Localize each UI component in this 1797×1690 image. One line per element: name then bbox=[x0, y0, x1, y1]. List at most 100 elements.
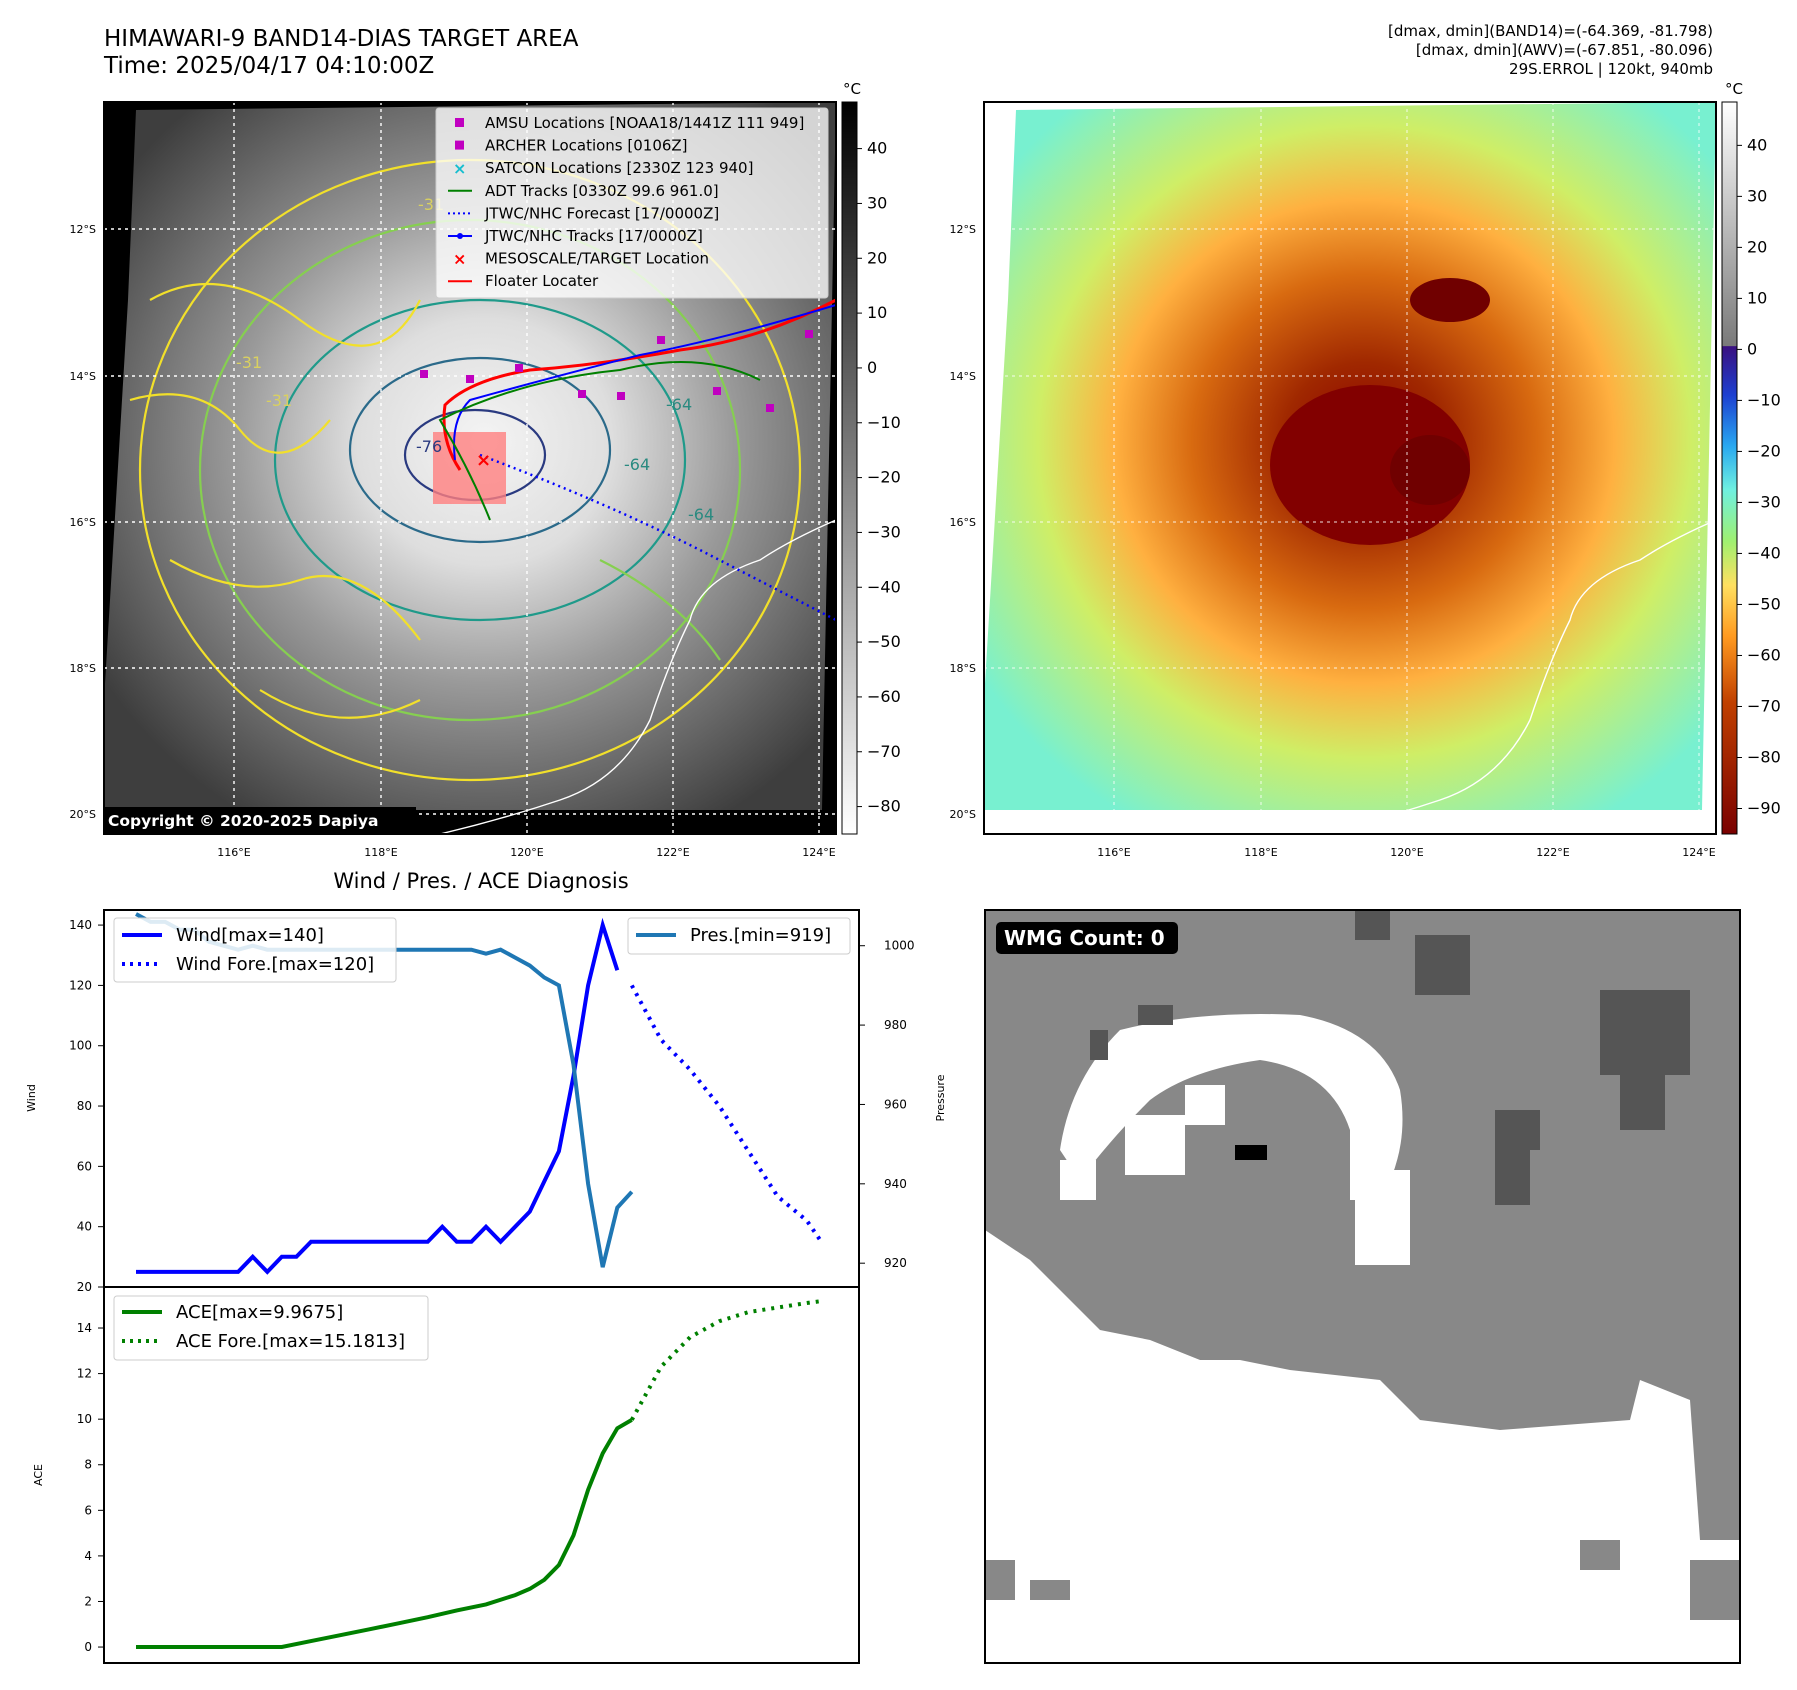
legend-ace: ACE[max=9.9675] bbox=[176, 1302, 343, 1323]
awv-range: [dmax, dmin](AWV)=(-67.851, -80.096) bbox=[1415, 41, 1713, 59]
legend-marker-square bbox=[455, 118, 464, 127]
svg-text:20°S: 20°S bbox=[950, 808, 976, 821]
svg-text:122°E: 122°E bbox=[1536, 846, 1569, 859]
ace-axis-tick-label: 0 bbox=[84, 1640, 92, 1654]
title-line-2: Time: 2025/04/17 04:10:00Z bbox=[104, 53, 435, 79]
svg-text:14°S: 14°S bbox=[70, 370, 96, 383]
pressure-axis-tick-label: 960 bbox=[884, 1097, 907, 1111]
wind-axis-tick-label: 60 bbox=[77, 1159, 92, 1173]
storm-stats: [dmax, dmin](BAND14)=(-64.369, -81.798) … bbox=[1388, 22, 1713, 79]
ace-axis-tick-label: 6 bbox=[84, 1503, 92, 1517]
color-colorbar: °C 40 30 20 10 0 −10 −20 −30 −40 −50 −60 −70 −80 −90 bbox=[1721, 80, 1781, 835]
svg-text:16°S: 16°S bbox=[70, 516, 96, 529]
color-colorbar-tick-label: −50 bbox=[1747, 594, 1781, 613]
wmg-panel: WMG Count: 0 bbox=[984, 909, 1741, 1664]
svg-text:18°S: 18°S bbox=[70, 662, 96, 675]
wind-axis-tick-label: 100 bbox=[69, 1039, 92, 1053]
pressure-axis-tick-label: 920 bbox=[884, 1256, 907, 1270]
color-colorbar-tick-label: −90 bbox=[1747, 798, 1781, 817]
wind-axis-tick-label: 40 bbox=[77, 1220, 92, 1234]
pressure-axis-tick-label: 1000 bbox=[884, 939, 915, 953]
color-colorbar-tick-label: −10 bbox=[1747, 390, 1781, 409]
color-colorbar-tick-label: 10 bbox=[1747, 288, 1767, 307]
color-colorbar-tick-label: −80 bbox=[1747, 747, 1781, 766]
band14-range: [dmax, dmin](BAND14)=(-64.369, -81.798) bbox=[1388, 22, 1713, 40]
contour-labels: -31 -31 -31 -64 -64 -64 -76 bbox=[236, 195, 714, 524]
wmg-count-badge bbox=[996, 922, 1178, 954]
svg-text:120°E: 120°E bbox=[510, 846, 543, 859]
target-box bbox=[433, 432, 506, 504]
ace-axis-tick-label: 14 bbox=[77, 1321, 92, 1335]
gray-colorbar-tick-label: 20 bbox=[867, 248, 887, 267]
legend-label: ADT Tracks [0330Z 99.6 961.0] bbox=[485, 182, 719, 200]
legend-wind: Wind[max=140] bbox=[176, 925, 324, 946]
gray-colorbar: °C 40 30 20 10 0 −10 −20 −30 −40 −50 −60 −70 −80 bbox=[841, 80, 901, 835]
svg-text:124°E: 124°E bbox=[802, 846, 835, 859]
ace-series-line bbox=[136, 1418, 633, 1649]
svg-text:12°S: 12°S bbox=[950, 223, 976, 236]
wind-ylabel: Wind bbox=[25, 1084, 38, 1112]
svg-text:-64: -64 bbox=[688, 505, 714, 524]
legend-label: JTWC/NHC Tracks [17/0000Z] bbox=[484, 227, 703, 245]
wind-axis-tick-label: 80 bbox=[77, 1099, 92, 1113]
svg-text:122°E: 122°E bbox=[656, 846, 689, 859]
legend-wind-forecast: Wind Fore.[max=120] bbox=[176, 954, 374, 975]
wind-series-line bbox=[136, 917, 620, 1275]
legend-label: AMSU Locations [NOAA18/1441Z 111 949] bbox=[485, 114, 804, 132]
svg-text:12°S: 12°S bbox=[70, 223, 96, 236]
legend-label: JTWC/NHC Forecast [17/0000Z] bbox=[484, 204, 719, 222]
copyright-box bbox=[104, 807, 416, 833]
svg-text:-76: -76 bbox=[416, 437, 442, 456]
wind-axis-tick-label: 140 bbox=[69, 918, 92, 932]
title-line-1: HIMAWARI-9 BAND14-DIAS TARGET AREA bbox=[104, 26, 579, 52]
ace-axis-tick-label: 10 bbox=[77, 1412, 92, 1426]
svg-text:16°S: 16°S bbox=[950, 516, 976, 529]
wind-axis-tick-label: 120 bbox=[69, 978, 92, 992]
color-colorbar-tick-label: 0 bbox=[1747, 339, 1757, 358]
wind-axis-tick-label: 20 bbox=[77, 1280, 92, 1294]
diagnosis-title: Wind / Pres. / ACE Diagnosis bbox=[333, 869, 628, 893]
ace-axis-tick-label: 12 bbox=[77, 1367, 92, 1381]
jtwc-forecast-track bbox=[479, 453, 836, 622]
gray-colorbar-tick-label: −50 bbox=[867, 632, 901, 651]
wind-legend: Wind[max=140] Wind Fore.[max=120] bbox=[113, 917, 397, 983]
wmg-core-cell bbox=[1235, 1145, 1267, 1160]
svg-text:20°S: 20°S bbox=[70, 808, 96, 821]
jtwc-track bbox=[453, 304, 836, 461]
wmg-count-text: WMG Count: 0 bbox=[1004, 926, 1165, 950]
svg-text:14°S: 14°S bbox=[950, 370, 976, 383]
gray-colorbar-tick-label: −30 bbox=[867, 522, 901, 541]
track-legend: AMSU Locations [NOAA18/1441Z 111 949] ARC… bbox=[435, 107, 829, 299]
color-colorbar-tick-label: −70 bbox=[1747, 696, 1781, 715]
pressure-axis-tick-label: 980 bbox=[884, 1018, 907, 1032]
gray-colorbar-tick-label: −10 bbox=[867, 413, 901, 432]
gray-colorbar-tick-label: 40 bbox=[867, 139, 887, 158]
color-colorbar-tick-label: −40 bbox=[1747, 543, 1781, 562]
ace-axis-tick-label: 8 bbox=[84, 1458, 92, 1472]
copyright-text: Copyright © 2020-2025 Dapiya bbox=[108, 812, 378, 830]
svg-text:116°E: 116°E bbox=[217, 846, 250, 859]
gray-colorbar-tick-label: −70 bbox=[867, 742, 901, 761]
svg-text:-31: -31 bbox=[266, 391, 292, 410]
map2-gridlines bbox=[984, 102, 1716, 834]
adt-track bbox=[438, 361, 761, 521]
figure-title: HIMAWARI-9 BAND14-DIAS TARGET AREA Time:… bbox=[104, 26, 578, 80]
ace-ylabel: ACE bbox=[32, 1464, 45, 1486]
gray-colorbar-tick-label: −40 bbox=[867, 577, 901, 596]
gray-colorbar-tick-label: 10 bbox=[867, 303, 887, 322]
svg-text:124°E: 124°E bbox=[1682, 846, 1715, 859]
svg-text:°C: °C bbox=[843, 80, 861, 98]
pressure-ylabel: Pressure bbox=[934, 1074, 947, 1121]
legend-marker-x: × bbox=[453, 250, 466, 269]
gray-colorbar-tick-label: −60 bbox=[867, 687, 901, 706]
gray-colorbar-tick-label: 0 bbox=[867, 358, 877, 377]
color-colorbar-tick-label: −30 bbox=[1747, 492, 1781, 511]
legend-label: SATCON Locations [2330Z 123 940] bbox=[485, 159, 753, 177]
pressure-legend: Pres.[min=919] bbox=[627, 917, 851, 955]
svg-text:116°E: 116°E bbox=[1097, 846, 1130, 859]
coastline-2 bbox=[1319, 519, 1716, 834]
svg-text:-64: -64 bbox=[666, 395, 692, 414]
legend-marker-square bbox=[455, 140, 464, 150]
amsu-markers bbox=[420, 330, 813, 412]
